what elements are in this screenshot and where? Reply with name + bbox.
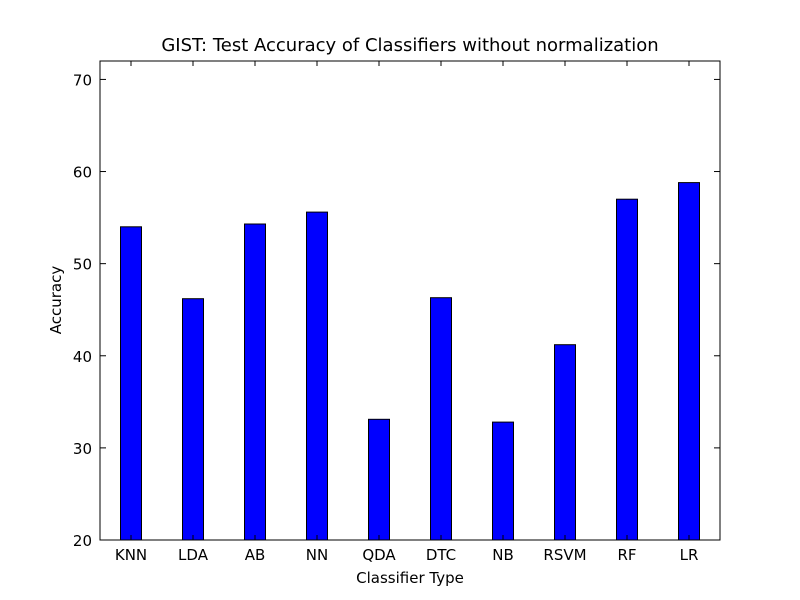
y-tick-label: 20 bbox=[73, 532, 92, 550]
x-tick-label: NN bbox=[306, 546, 328, 564]
bar-nn bbox=[306, 211, 328, 541]
x-tick-label: KNN bbox=[115, 546, 147, 564]
plot-frame bbox=[99, 60, 721, 541]
bar-dtc bbox=[430, 297, 452, 541]
x-tick-label: DTC bbox=[426, 546, 456, 564]
x-tick-label: AB bbox=[245, 546, 266, 564]
bar-ab bbox=[244, 223, 266, 541]
bar-rf bbox=[616, 198, 638, 541]
x-tick-label: NB bbox=[492, 546, 514, 564]
bar-rsvm bbox=[554, 344, 576, 541]
x-tick-label: LR bbox=[680, 546, 699, 564]
bar-nb bbox=[492, 421, 514, 541]
x-axis-label: Classifier Type bbox=[356, 569, 464, 587]
bar-lr bbox=[678, 182, 700, 541]
chart-title: GIST: Test Accuracy of Classifiers witho… bbox=[161, 35, 659, 56]
bar-knn bbox=[120, 226, 142, 541]
y-tick-label: 70 bbox=[73, 71, 92, 89]
y-tick-label: 30 bbox=[73, 440, 92, 458]
x-tick-label: QDA bbox=[362, 546, 396, 564]
bar-qda bbox=[368, 418, 390, 541]
y-axis-label: Accuracy bbox=[47, 265, 65, 335]
x-tick-label: RSVM bbox=[543, 546, 586, 564]
y-tick-label: 50 bbox=[73, 256, 92, 274]
y-tick-label: 40 bbox=[73, 348, 92, 366]
x-tick-label: RF bbox=[617, 546, 636, 564]
y-tick-label: 60 bbox=[73, 164, 92, 182]
x-tick-label: LDA bbox=[178, 546, 209, 564]
bar-lda bbox=[182, 298, 204, 541]
